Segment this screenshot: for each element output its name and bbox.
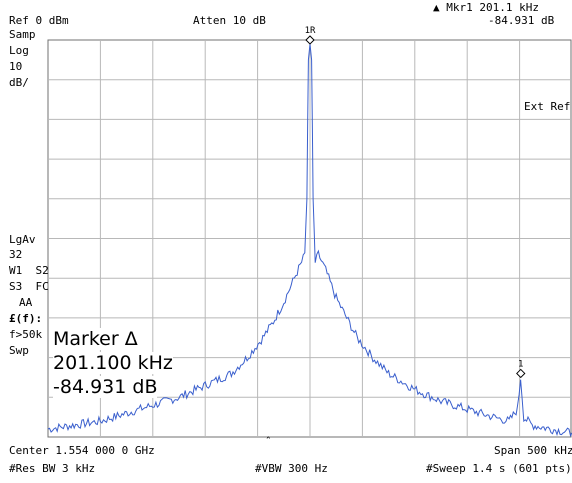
center-frequency: Center 1.554 000 0 GHz	[9, 444, 155, 457]
marker-readout: ▲ Mkr1 201.1 kHz	[433, 1, 539, 14]
marker-box-freq: 201.100 kHz	[53, 352, 173, 374]
marker-ref-label: 1R	[305, 26, 316, 36]
aa-label: AA	[19, 296, 33, 309]
sweep-mode-label: Samp	[9, 28, 36, 41]
marker-ref-diamond-icon	[305, 35, 315, 45]
marker-box-level: -84.931 dB	[53, 376, 158, 398]
sweep-time: #Sweep 1.4 s (601 pts)	[426, 462, 572, 475]
center-caret: ˆ	[265, 435, 272, 448]
marker-box-title: Marker Δ	[53, 328, 138, 350]
s3-fc-label: S3 FC	[9, 280, 49, 293]
marker-1-label: 1	[518, 359, 523, 369]
ff-label: £(f):	[9, 312, 43, 325]
scale-unit-label: dB/	[9, 76, 29, 89]
marker-value: -84.931 dB	[488, 14, 555, 27]
vbw: #VBW 300 Hz	[255, 462, 328, 475]
span-value: Span 500 kHz	[494, 444, 572, 457]
ext-ref-label: Ext Ref	[524, 100, 571, 113]
f50k-label: f>50k	[9, 328, 43, 341]
attenuation: Atten 10 dB	[193, 14, 266, 27]
res-bw: #Res BW 3 kHz	[9, 462, 96, 475]
average-count-label: 32	[9, 248, 23, 261]
marker-1-diamond-icon	[516, 368, 526, 379]
ref-level: Ref 0 dBm	[9, 14, 69, 27]
average-type-label: LgAv	[9, 233, 36, 246]
swp-label: Swp	[9, 344, 29, 357]
scale-value-label: 10	[9, 60, 23, 73]
w1-s2-label: W1 S2	[9, 264, 49, 277]
scale-type-label: Log	[9, 44, 29, 57]
spectrum-trace	[47, 43, 572, 438]
